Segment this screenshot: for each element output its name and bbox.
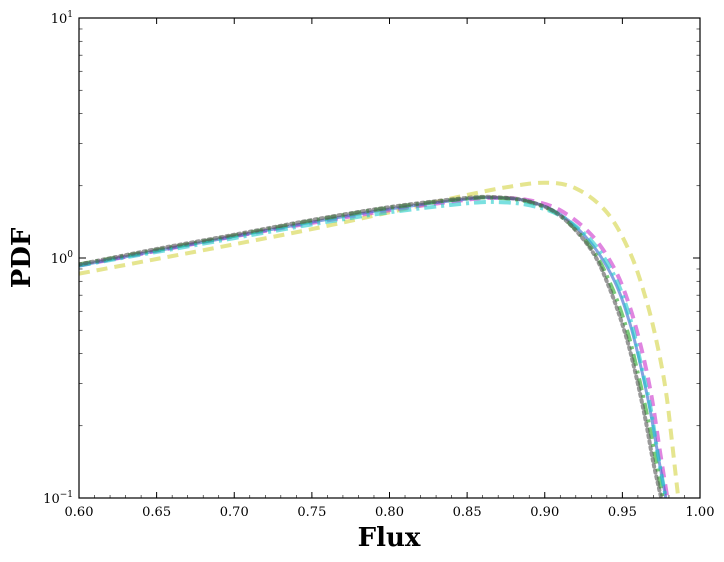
x-tick-label: 0.60 [65,505,94,520]
series-line-1 [79,195,670,498]
x-tick-label: 0.80 [375,505,404,520]
y-axis-title: PDF [7,227,37,288]
x-tick-label: 0.90 [530,505,559,520]
y-tick-label: 10−1 [43,490,73,507]
y-tick-label: 101 [51,10,73,27]
x-tick-label: 0.85 [453,505,482,520]
x-axis-ticks: 0.60 0.65 0.70 0.75 0.80 0.85 0.90 0.95 1.00 [65,18,715,520]
x-axis-title: Flux [358,523,421,553]
series-line-0 [79,180,681,498]
series-line-5 [79,194,664,498]
x-tick-label: 0.65 [142,505,171,520]
y-axis-ticks: 10−1 100 101 [43,10,700,507]
x-tick-label: 1.00 [686,505,715,520]
x-tick-label: 0.70 [220,505,249,520]
series-line-3 [79,195,665,498]
x-tick-label: 0.95 [608,505,637,520]
series-line-2 [79,196,668,498]
x-tick-label: 0.75 [297,505,326,520]
series-line-4 [79,199,668,498]
series-layer [79,180,681,498]
y-tick-label: 100 [51,250,74,267]
